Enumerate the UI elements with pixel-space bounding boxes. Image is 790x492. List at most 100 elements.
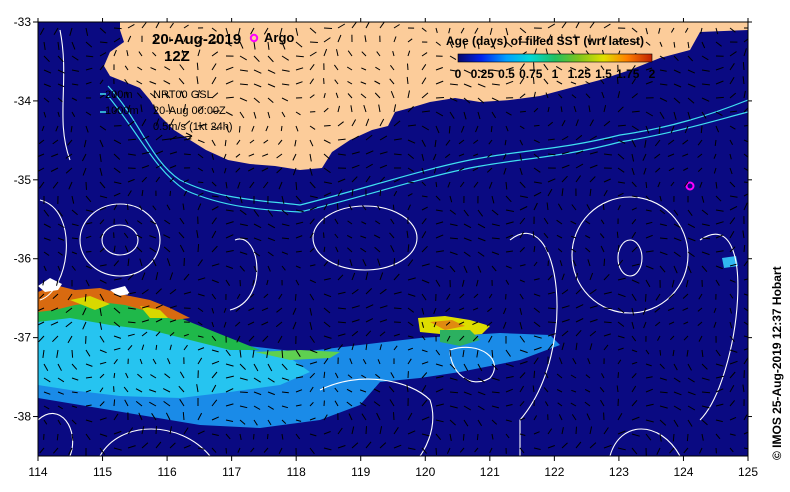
velocity-arrow	[390, 218, 395, 225]
mid-ocean-orange	[430, 320, 465, 330]
velocity-arrow	[253, 265, 258, 273]
velocity-arrow	[393, 178, 401, 183]
velocity-arrow	[38, 153, 45, 158]
x-axis: 114 115 116 117 118 119 120 121 122 123 124 125	[28, 18, 758, 479]
velocity-arrow	[239, 405, 248, 409]
velocity-arrow	[126, 50, 129, 57]
velocity-arrow	[715, 209, 724, 212]
velocity-arrow	[645, 234, 653, 239]
velocity-arrow	[673, 391, 682, 396]
velocity-arrow	[43, 405, 50, 410]
velocity-arrow	[729, 433, 736, 436]
velocity-arrow	[183, 273, 190, 281]
velocity-arrow	[42, 349, 45, 358]
velocity-arrow	[309, 94, 315, 99]
colorbar-tick-label: 1.5	[595, 67, 612, 81]
velocity-arrow	[393, 36, 397, 43]
velocity-arrow	[406, 230, 409, 239]
velocity-arrow	[729, 321, 733, 329]
velocity-arrow	[407, 153, 415, 159]
velocity-arrow	[407, 358, 412, 365]
velocity-arrow	[673, 377, 681, 383]
velocity-arrow	[248, 335, 255, 342]
velocity-arrow	[323, 27, 333, 29]
velocity-arrow	[239, 69, 248, 72]
velocity-arrow	[585, 247, 591, 253]
velocity-arrow	[477, 237, 486, 242]
x-tick-label: 124	[673, 465, 693, 479]
velocity-arrow	[673, 209, 679, 216]
velocity-arrow	[247, 167, 255, 172]
velocity-arrow	[729, 217, 736, 225]
velocity-arrow	[225, 80, 234, 85]
velocity-arrow	[421, 52, 428, 57]
velocity-arrow	[645, 349, 650, 355]
velocity-arrow	[601, 91, 605, 99]
velocity-arrow	[617, 430, 626, 435]
velocity-arrow	[584, 388, 591, 393]
velocity-arrow	[253, 97, 260, 104]
velocity-arrow	[715, 234, 724, 239]
velocity-arrow	[374, 92, 381, 99]
velocity-arrow	[655, 167, 661, 173]
velocity-arrow	[645, 265, 654, 270]
velocity-arrow	[53, 447, 59, 454]
velocity-arrow	[211, 293, 217, 300]
velocity-arrow	[347, 50, 353, 57]
velocity-arrow	[168, 104, 171, 113]
velocity-arrow	[127, 344, 133, 351]
velocity-arrow	[603, 273, 610, 281]
velocity-arrow	[729, 76, 735, 85]
velocity-arrow	[141, 344, 145, 351]
velocity-arrow	[99, 279, 107, 284]
velocity-arrow	[113, 260, 120, 267]
velocity-arrow	[687, 97, 695, 104]
velocity-arrow	[685, 279, 689, 288]
velocity-arrow	[407, 244, 410, 253]
velocity-arrow	[309, 218, 315, 225]
velocity-arrow	[99, 387, 104, 393]
velocity-arrow	[362, 358, 367, 365]
velocity-arrow	[561, 188, 564, 197]
velocity-arrow	[599, 386, 605, 393]
velocity-arrow	[389, 399, 395, 407]
velocity-arrow	[127, 153, 136, 156]
velocity-arrow	[657, 335, 661, 341]
velocity-arrow	[235, 153, 241, 158]
velocity-arrow	[743, 48, 747, 57]
velocity-arrow	[43, 265, 47, 272]
velocity-arrow	[556, 389, 563, 393]
velocity-arrow	[211, 335, 217, 342]
sst-filled-patches	[38, 256, 738, 428]
velocity-arrow	[85, 111, 92, 116]
velocity-arrow	[323, 153, 331, 160]
velocity-arrow	[435, 209, 443, 212]
velocity-arrow	[323, 335, 332, 339]
velocity-arrow	[71, 265, 76, 271]
velocity-arrow	[589, 343, 593, 351]
velocity-arrow	[659, 405, 668, 409]
velocity-arrow	[421, 385, 427, 393]
velocity-arrow	[603, 35, 607, 43]
velocity-arrow	[127, 258, 130, 267]
velocity-arrow	[43, 41, 46, 50]
velocity-arrow	[715, 403, 724, 407]
velocity-arrow	[687, 419, 693, 427]
velocity-arrow	[393, 444, 402, 449]
velocity-arrow	[461, 279, 465, 287]
velocity-arrow	[183, 24, 189, 29]
velocity-arrow	[631, 263, 640, 267]
velocity-arrow	[699, 181, 703, 188]
velocity-arrow	[164, 219, 171, 225]
velocity-arrow	[223, 153, 227, 160]
white-gap	[38, 278, 130, 296]
velocity-arrow	[262, 153, 269, 157]
velocity-arrow	[71, 69, 79, 72]
velocity-arrow	[51, 153, 59, 158]
velocity-arrow	[631, 385, 637, 393]
velocity-arrow	[211, 307, 215, 314]
velocity-arrow	[407, 124, 416, 127]
velocity-arrow	[631, 279, 640, 284]
velocity-arrow	[224, 167, 227, 174]
velocity-arrow	[179, 399, 185, 407]
